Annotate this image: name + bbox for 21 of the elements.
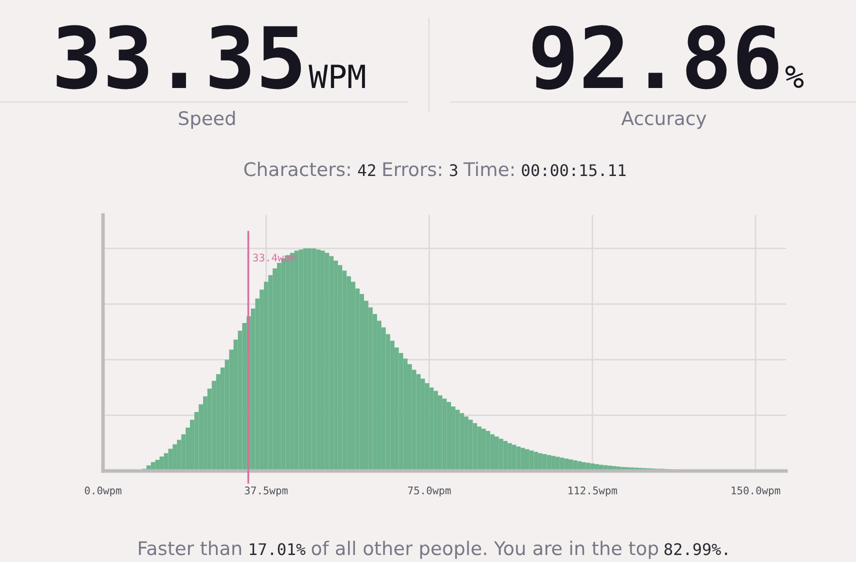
text: 3 bbox=[450, 164, 458, 176]
text: WPM bbox=[308, 64, 365, 88]
text: Characters: bbox=[244, 162, 350, 176]
x-tick-label: 150.0wpm bbox=[732, 486, 780, 496]
x-tick-label: 112.5wpm bbox=[568, 486, 617, 496]
text: Time: bbox=[463, 162, 514, 176]
x-tick-label: 0.0wpm bbox=[84, 486, 122, 496]
text: Speed bbox=[178, 110, 235, 129]
text: 42 bbox=[358, 164, 376, 176]
text: Faster than bbox=[138, 540, 242, 556]
text: 00:00:15.11 bbox=[522, 164, 626, 176]
text: 82.99%. bbox=[664, 543, 727, 556]
x-tick-label: 75.0wpm bbox=[408, 486, 451, 496]
text: Accuracy bbox=[621, 111, 706, 129]
text: Errors: bbox=[383, 162, 442, 176]
text: % bbox=[785, 66, 804, 88]
x-tick-label: 37.5wpm bbox=[244, 486, 288, 496]
text: of all other people. You are in the top bbox=[312, 540, 658, 559]
text: 92.86 bbox=[532, 25, 778, 90]
text: 33.35 bbox=[56, 25, 301, 90]
text: 17.01% bbox=[250, 543, 306, 556]
